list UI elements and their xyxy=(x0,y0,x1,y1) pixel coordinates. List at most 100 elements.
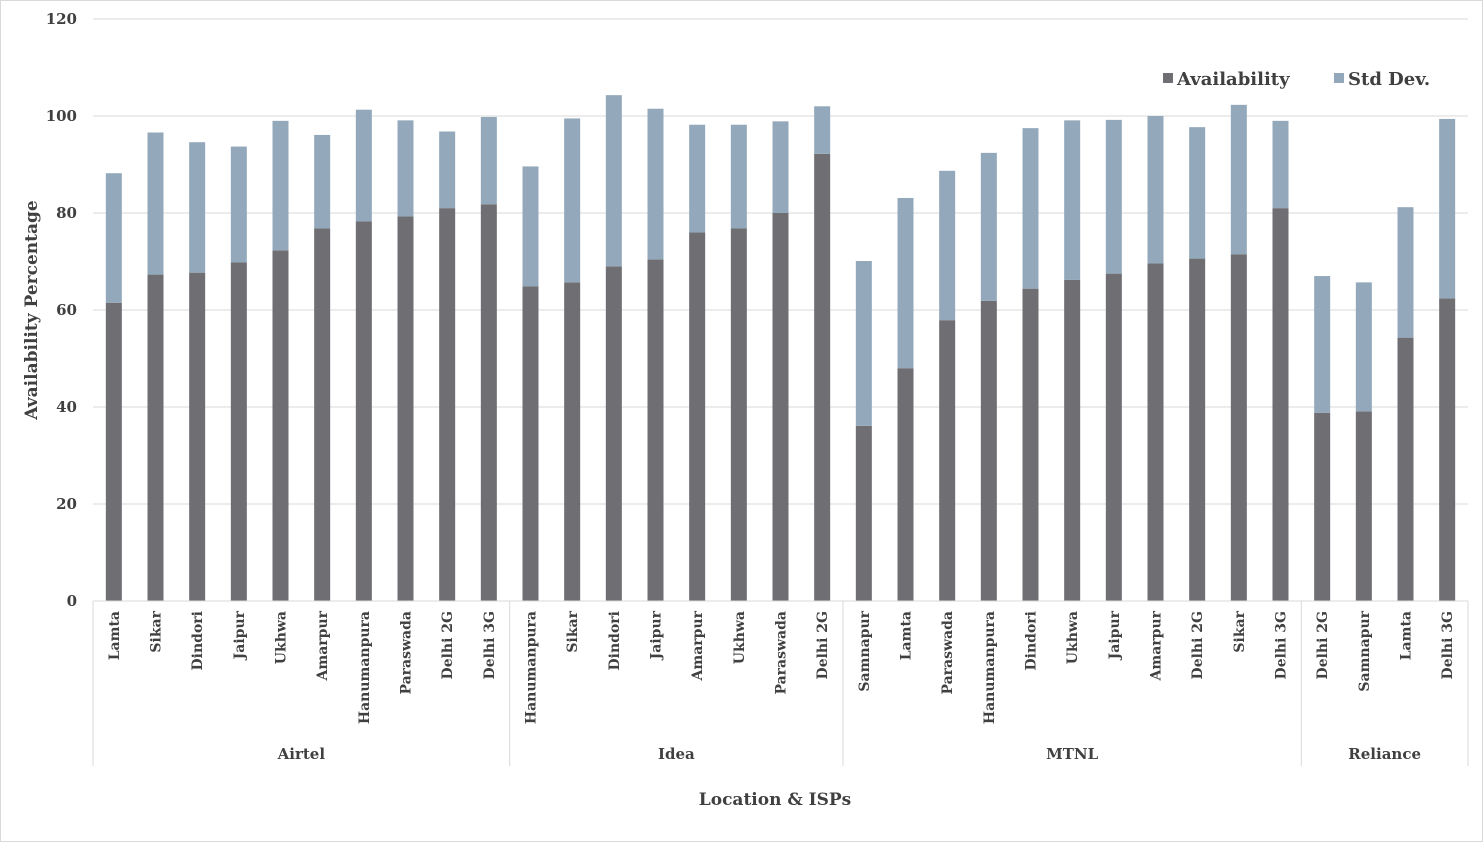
bar-stddev xyxy=(1439,118,1456,299)
x-group-label: Idea xyxy=(658,745,695,763)
bar-stddev xyxy=(1230,104,1247,255)
bar-stddev xyxy=(605,95,622,267)
bars xyxy=(105,95,1456,601)
bar-availability xyxy=(814,153,831,601)
x-category-label: Jaipur xyxy=(649,610,665,661)
bar-availability xyxy=(1189,258,1206,601)
x-group-label: MTNL xyxy=(1046,745,1098,763)
y-tick-label: 60 xyxy=(56,301,77,319)
bar-stddev xyxy=(230,146,247,263)
bar-stddev xyxy=(897,197,914,369)
y-tick-label: 80 xyxy=(56,204,77,222)
y-tick-label: 100 xyxy=(46,107,77,125)
x-category-label: Delhi 3G xyxy=(482,611,498,679)
x-category-label: Delhi 2G xyxy=(815,611,831,679)
bar-availability xyxy=(564,282,581,601)
x-axis: Lamta Sikar Dindori Jaipur Ukhwa Amarpur Hanum… xyxy=(92,600,1469,766)
x-category-label: Paraswada xyxy=(399,611,415,695)
bar-stddev xyxy=(1022,128,1039,289)
bar-availability xyxy=(1439,298,1456,601)
bar-availability xyxy=(689,232,706,601)
y-tick-label: 20 xyxy=(56,495,77,513)
bar-availability xyxy=(1022,288,1039,601)
x-category-label: Amarpur xyxy=(1149,610,1165,681)
bar-availability xyxy=(897,368,914,601)
bar-stddev xyxy=(1272,120,1289,209)
bar-availability xyxy=(230,262,247,601)
bar-stddev xyxy=(1355,282,1372,412)
x-category-label: Hanumanpura xyxy=(357,611,373,724)
bar-availability xyxy=(772,213,789,601)
bar-stddev xyxy=(1189,127,1206,259)
bar-stddev xyxy=(855,261,872,426)
bar-stddev xyxy=(1314,276,1331,413)
bar-availability xyxy=(1397,337,1414,601)
bar-stddev xyxy=(1147,116,1164,264)
bar-availability xyxy=(939,320,956,601)
bar-availability xyxy=(1064,279,1081,601)
bar-availability xyxy=(522,286,539,601)
bar-availability xyxy=(189,272,206,601)
bar-availability xyxy=(980,300,997,601)
bar-stddev xyxy=(522,166,539,287)
bar-stddev xyxy=(980,152,997,301)
legend-label-stddev: Std Dev. xyxy=(1348,69,1430,90)
x-category-label: Dindori xyxy=(607,611,623,670)
bar-stddev xyxy=(772,121,789,213)
x-category-label: Sikar xyxy=(565,610,581,652)
bar-stddev xyxy=(439,131,456,209)
bar-availability xyxy=(439,208,456,601)
y-axis-title: Availability Percentage xyxy=(22,200,42,421)
bar-availability xyxy=(1355,411,1372,601)
x-category-label: Samnapur xyxy=(1357,610,1373,691)
bar-availability xyxy=(105,302,122,601)
bar-stddev xyxy=(1064,120,1081,280)
bar-stddev xyxy=(939,170,956,321)
bar-stddev xyxy=(1397,207,1414,338)
x-category-label: Dindori xyxy=(1024,611,1040,670)
y-tick-label: 40 xyxy=(56,398,77,416)
x-category-label: Lamta xyxy=(1399,611,1415,660)
x-category-label: Jaipur xyxy=(1107,610,1123,661)
x-category-label: Sikar xyxy=(149,610,165,652)
bar-stddev xyxy=(272,120,289,251)
x-group-label: Airtel xyxy=(277,745,326,763)
bar-availability xyxy=(647,259,664,601)
x-category-label: Paraswada xyxy=(774,611,790,695)
x-category-label: Delhi 3G xyxy=(1274,611,1290,679)
x-category-label: Delhi 2G xyxy=(440,611,456,679)
bar-availability xyxy=(1272,208,1289,601)
bar-stddev xyxy=(105,173,122,303)
bar-availability xyxy=(1147,263,1164,601)
x-category-label: Ukhwa xyxy=(274,611,290,664)
x-category-label: Ukhwa xyxy=(1065,611,1081,664)
legend-label-availability: Availability xyxy=(1176,69,1290,90)
x-group-label: Reliance xyxy=(1348,745,1421,763)
x-category-label: Amarpur xyxy=(315,610,331,681)
bar-stddev xyxy=(314,134,331,229)
legend: Availability Std Dev. xyxy=(1163,69,1430,90)
bar-stddev xyxy=(480,116,497,205)
x-category-label: Paraswada xyxy=(940,611,956,695)
bar-stddev xyxy=(647,108,664,260)
x-category-label: Delhi 3G xyxy=(1440,611,1456,679)
bar-stddev xyxy=(147,132,164,275)
bar-stddev xyxy=(1105,119,1122,274)
bar-stddev xyxy=(397,120,414,217)
y-tick-label: 0 xyxy=(67,592,77,610)
x-category-label: Lamta xyxy=(899,611,915,660)
x-category-label: Amarpur xyxy=(690,610,706,681)
bar-availability xyxy=(1230,254,1247,601)
legend-swatch-availability xyxy=(1163,73,1173,83)
bar-availability xyxy=(855,425,872,601)
bar-stddev xyxy=(355,109,372,222)
y-tick-label: 120 xyxy=(46,10,77,28)
bar-availability xyxy=(147,274,164,601)
x-category-label: Samnapur xyxy=(857,610,873,691)
x-category-label: Jaipur xyxy=(232,610,248,661)
bar-availability xyxy=(355,221,372,601)
bar-availability xyxy=(272,250,289,601)
x-axis-title: Location & ISPs xyxy=(699,790,851,810)
